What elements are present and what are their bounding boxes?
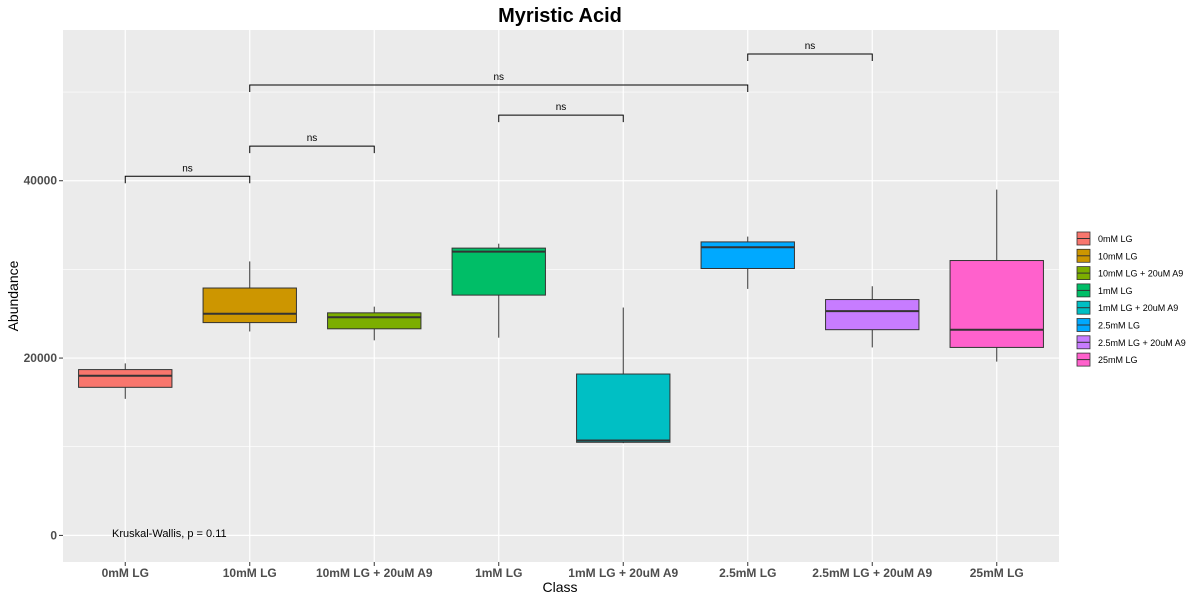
x-tick-label: 1mM LG + 20uM A9: [568, 566, 678, 580]
boxplot: [78, 363, 173, 399]
x-tick-label: 1mM LG: [475, 566, 522, 580]
significance-label: ns: [307, 133, 318, 144]
box: [825, 299, 920, 331]
x-tick-label: 25mM LG: [970, 566, 1024, 580]
legend-item: 1mM LG + 20uM A9: [1076, 300, 1178, 315]
bracket-line: [498, 114, 624, 123]
y-axis: 0 20000 40000: [24, 174, 63, 542]
boxplot: [700, 236, 795, 289]
box: [451, 247, 546, 296]
boxplot: [451, 243, 546, 338]
box: [327, 312, 422, 330]
bracket-line: [249, 145, 375, 154]
bracket-line: [747, 53, 873, 61]
kruskal-wallis-annotation: Kruskal-Wallis, p = 0.11: [112, 528, 227, 540]
box: [202, 287, 297, 324]
boxes: [78, 189, 1044, 444]
boxplot: [576, 307, 671, 444]
chart-title: Myristic Acid: [498, 5, 622, 27]
legend-item: 0mM LG: [1076, 231, 1133, 246]
x-tick-label: 2.5mM LG + 20uM A9: [812, 566, 932, 580]
x-axis-title: Class: [542, 579, 577, 595]
legend-label: 1mM LG: [1098, 286, 1133, 296]
legend-label: 2.5mM LG: [1098, 321, 1140, 331]
comparison-bracket: ns: [124, 163, 251, 184]
legend-item: 2.5mM LG + 20uM A9: [1076, 335, 1186, 350]
legend-item: 25mM LG: [1076, 352, 1138, 367]
box: [700, 241, 795, 270]
legend: 0mM LG 10mM LG 10mM LG + 20uM A9 1mM LG 1mM …: [1076, 231, 1186, 367]
boxplot: [949, 189, 1044, 362]
legend-item: 2.5mM LG: [1076, 318, 1140, 332]
y-axis-title: Abundance: [5, 260, 21, 331]
comparison-bracket: ns: [249, 72, 749, 92]
x-tick-label: 10mM LG: [223, 566, 277, 580]
comparison-bracket: ns: [747, 41, 873, 61]
box: [78, 369, 173, 388]
y-tick-label: 0: [50, 528, 57, 542]
box: [949, 260, 1044, 348]
y-tick-label: 40000: [24, 174, 58, 188]
legend-item: 10mM LG: [1076, 248, 1138, 263]
significance-label: ns: [493, 72, 504, 83]
legend-item: 10mM LG + 20uM A9: [1076, 266, 1183, 281]
x-tick-label: 0mM LG: [102, 566, 149, 580]
comparison-bracket: ns: [498, 102, 624, 123]
boxplot: [825, 286, 920, 348]
x-tick-label: 10mM LG + 20uM A9: [316, 566, 433, 580]
legend-label: 25mM LG: [1098, 355, 1138, 365]
legend-label: 1mM LG + 20uM A9: [1098, 303, 1178, 313]
comparison-bracket: ns: [249, 133, 375, 154]
bracket-line: [124, 175, 251, 184]
legend-label: 2.5mM LG + 20uM A9: [1098, 338, 1186, 348]
x-tick-label: 2.5mM LG: [719, 566, 776, 580]
boxplot: [327, 306, 422, 341]
significance-label: ns: [556, 102, 567, 113]
bracket-line: [249, 84, 749, 92]
legend-label: 10mM LG: [1098, 251, 1138, 261]
boxplot: [202, 261, 297, 332]
significance-label: ns: [805, 41, 816, 52]
significance-label: ns: [182, 163, 193, 174]
legend-label: 0mM LG: [1098, 234, 1133, 244]
y-tick-label: 20000: [24, 351, 58, 365]
legend-label: 10mM LG + 20uM A9: [1098, 269, 1183, 279]
box: [576, 373, 671, 443]
comparison-brackets: ns ns ns ns ns: [124, 41, 873, 184]
legend-item: 1mM LG: [1076, 283, 1133, 298]
x-axis: 0mM LG 10mM LG 10mM LG + 20uM A9 1mM LG 1mM …: [102, 562, 1024, 580]
